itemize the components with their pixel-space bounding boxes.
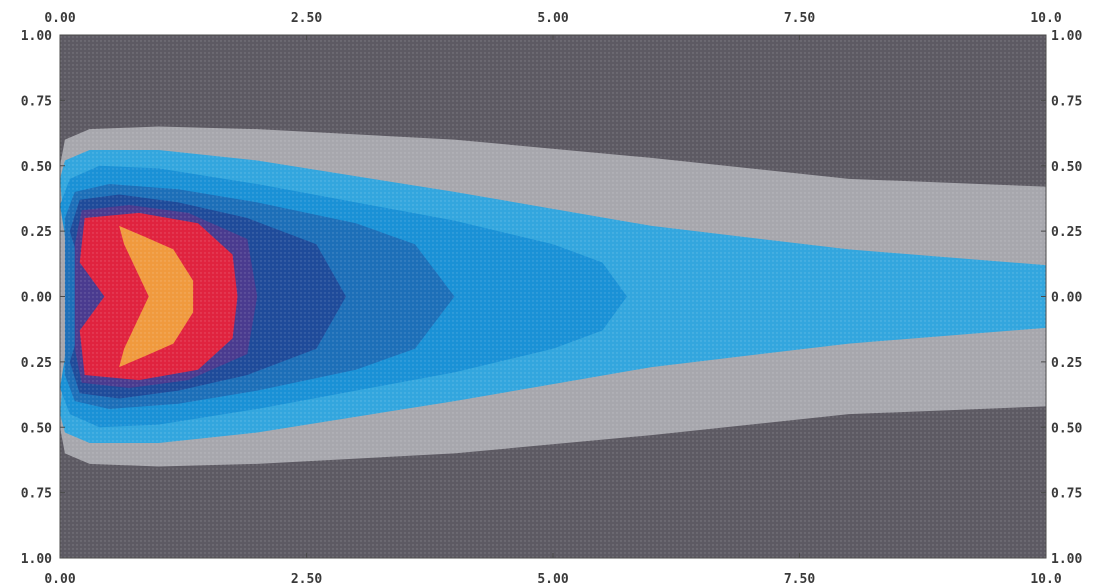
y-tick-label-right: 0.75 [1051,94,1082,109]
x-tick-label-bottom: 2.50 [291,572,322,587]
x-tick-label-top: 10.0 [1030,11,1061,26]
y-tick-label-right: 0.50 [1051,160,1082,175]
y-tick-label-left: 0.00 [21,291,52,306]
y-tick-label-left: 0.75 [21,487,52,502]
dot-screen-overlay [60,35,1046,558]
y-tick-label-left: 0.25 [21,356,52,371]
y-tick-label-left: 0.50 [21,160,52,175]
y-tick-label-right: 0.50 [1051,421,1082,436]
axis-ticks: 0.00 0.00 2.50 2.50 5.00 5.00 7.50 7.50 10.0 10.0… [21,11,1083,587]
y-tick-label-right: 0.25 [1051,356,1082,371]
x-tick-label-bottom: 0.00 [44,572,75,587]
x-tick-label-bottom: 5.00 [537,572,568,587]
x-tick-label-bottom: 10.0 [1030,572,1061,587]
x-tick-label-top: 0.00 [44,11,75,26]
x-tick-label-top: 2.50 [291,11,322,26]
y-tick-label-right: 1.00 [1051,552,1082,567]
y-tick-label-right: 0.25 [1051,225,1082,240]
x-tick-label-top: 7.50 [784,11,815,26]
y-tick-label-left: 0.75 [21,94,52,109]
y-tick-label-right: 0.75 [1051,487,1082,502]
y-tick-label-left: 1.00 [21,552,52,567]
y-tick-label-left: 0.25 [21,225,52,240]
y-tick-label-left: 0.50 [21,421,52,436]
y-tick-label-left: 1.00 [21,29,52,44]
y-tick-label-right: 0.00 [1051,291,1082,306]
x-tick-label-bottom: 7.50 [784,572,815,587]
y-tick-label-right: 1.00 [1051,29,1082,44]
x-tick-label-top: 5.00 [537,11,568,26]
